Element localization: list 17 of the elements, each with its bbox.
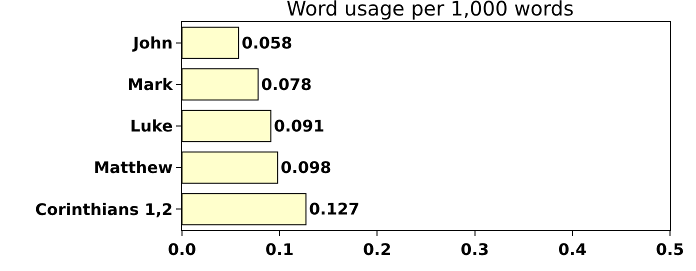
y-tick-label: Luke	[130, 116, 173, 136]
x-tick-label: 0.4	[558, 240, 587, 260]
data-label: 0.091	[274, 116, 324, 136]
x-tick-label: 0.2	[363, 240, 392, 260]
y-tick-label: John	[132, 33, 173, 52]
x-tick-label: 0.5	[656, 240, 684, 260]
data-label: 0.127	[308, 200, 360, 219]
x-tick-label: 0.0	[168, 240, 196, 260]
x-tick-label: 0.1	[265, 240, 294, 260]
data-label: 0.058	[242, 33, 292, 52]
x-tick-label: 0.3	[460, 240, 489, 260]
data-label: 0.098	[280, 158, 332, 178]
y-tick-label: Matthew	[94, 158, 174, 178]
data-label: 0.078	[261, 74, 312, 94]
chart-title: Word usage per 1,000 words	[286, 0, 574, 20]
y-tick-label: Mark	[128, 75, 174, 94]
y-tick-label: Corinthians 1,2	[35, 200, 173, 219]
